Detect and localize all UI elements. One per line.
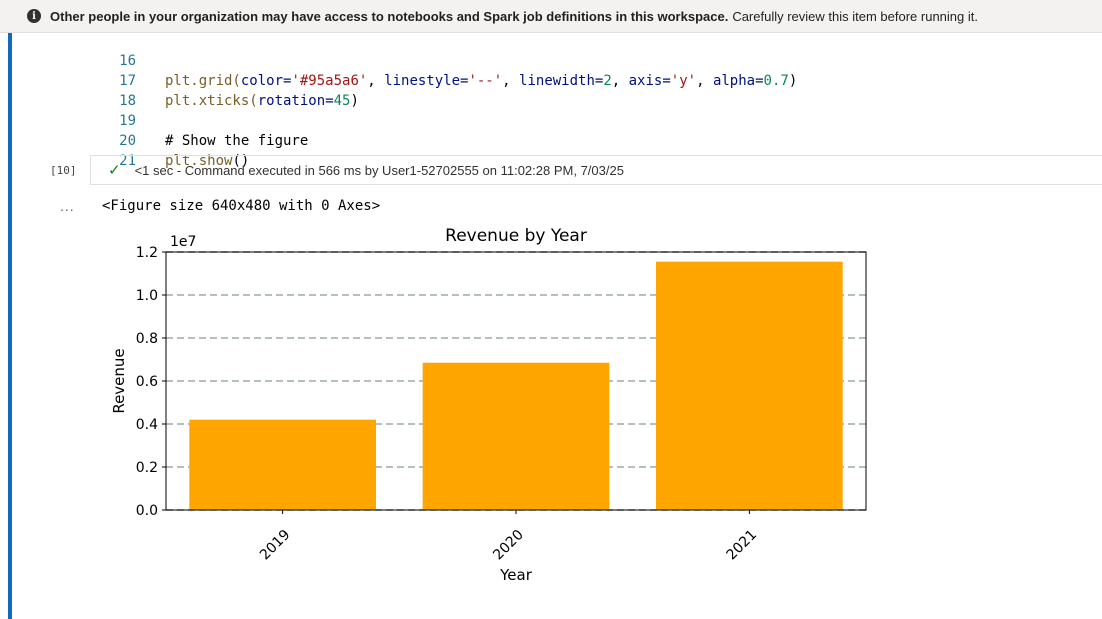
- x-tick-label: 2021: [724, 527, 761, 564]
- security-warning-banner: i Other people in your organization may …: [0, 0, 1102, 33]
- y-tick-label: 0.2: [136, 460, 158, 476]
- banner-bold-text: Other people in your organization may ha…: [50, 8, 729, 24]
- bar-2020: [422, 362, 610, 510]
- code-text: plt.xticks(rotation=45): [165, 93, 359, 109]
- line-number: 16: [119, 53, 136, 69]
- code-line-19[interactable]: 19 # Show the figure: [90, 91, 308, 149]
- code-line-18[interactable]: 18: [90, 71, 136, 109]
- figure-size-output: <Figure size 640x480 with 0 Axes>: [102, 198, 381, 214]
- chart-title: Revenue by Year: [445, 226, 587, 246]
- check-icon: ✓: [108, 162, 121, 179]
- y-tick-label: 0.6: [136, 374, 158, 390]
- line-number: 21: [119, 153, 136, 169]
- line-number: 20: [119, 133, 136, 149]
- code-comment: # Show the figure: [165, 133, 309, 149]
- code-line-20[interactable]: 20 plt.show(): [90, 111, 249, 169]
- y-tick-label: 0.0: [136, 503, 158, 519]
- y-axis-label: Revenue: [110, 348, 128, 413]
- y-tick-label: 1.0: [136, 288, 158, 304]
- x-tick-label: 2020: [490, 527, 527, 564]
- cell-status-bar: ✓ <1 sec - Command executed in 566 ms by…: [90, 155, 1102, 185]
- code-line-17[interactable]: 17 plt.xticks(rotation=45): [90, 51, 359, 109]
- execution-status-text: <1 sec - Command executed in 566 ms by U…: [134, 162, 624, 178]
- code-line-16[interactable]: 16 plt.grid(color='#95a5a6', linestyle='…: [90, 31, 797, 89]
- y-offset-label: 1e7: [170, 234, 196, 250]
- code-text: plt.show(): [165, 153, 250, 169]
- bar-2021: [656, 261, 843, 510]
- y-tick-label: 1.2: [136, 245, 158, 261]
- bar-2019: [189, 419, 376, 510]
- cell-selection-bar: [8, 33, 12, 619]
- banner-text: Carefully review this item before runnin…: [732, 8, 978, 24]
- line-number: 19: [119, 113, 136, 129]
- y-tick-label: 0.4: [136, 417, 158, 433]
- code-line-21[interactable]: 21: [90, 131, 136, 169]
- x-axis-label: Year: [499, 566, 533, 584]
- x-tick-label: 2019: [257, 527, 294, 564]
- y-tick-label: 0.8: [136, 331, 158, 347]
- output-more-icon[interactable]: ...: [60, 198, 75, 214]
- line-number: 18: [119, 93, 136, 109]
- code-text: plt.grid(color='#95a5a6', linestyle='--'…: [165, 73, 798, 89]
- line-number: 17: [119, 73, 136, 89]
- info-icon: i: [27, 9, 41, 23]
- code-editor[interactable]: 16 plt.grid(color='#95a5a6', linestyle='…: [90, 31, 797, 169]
- execution-count: [10]: [50, 164, 77, 177]
